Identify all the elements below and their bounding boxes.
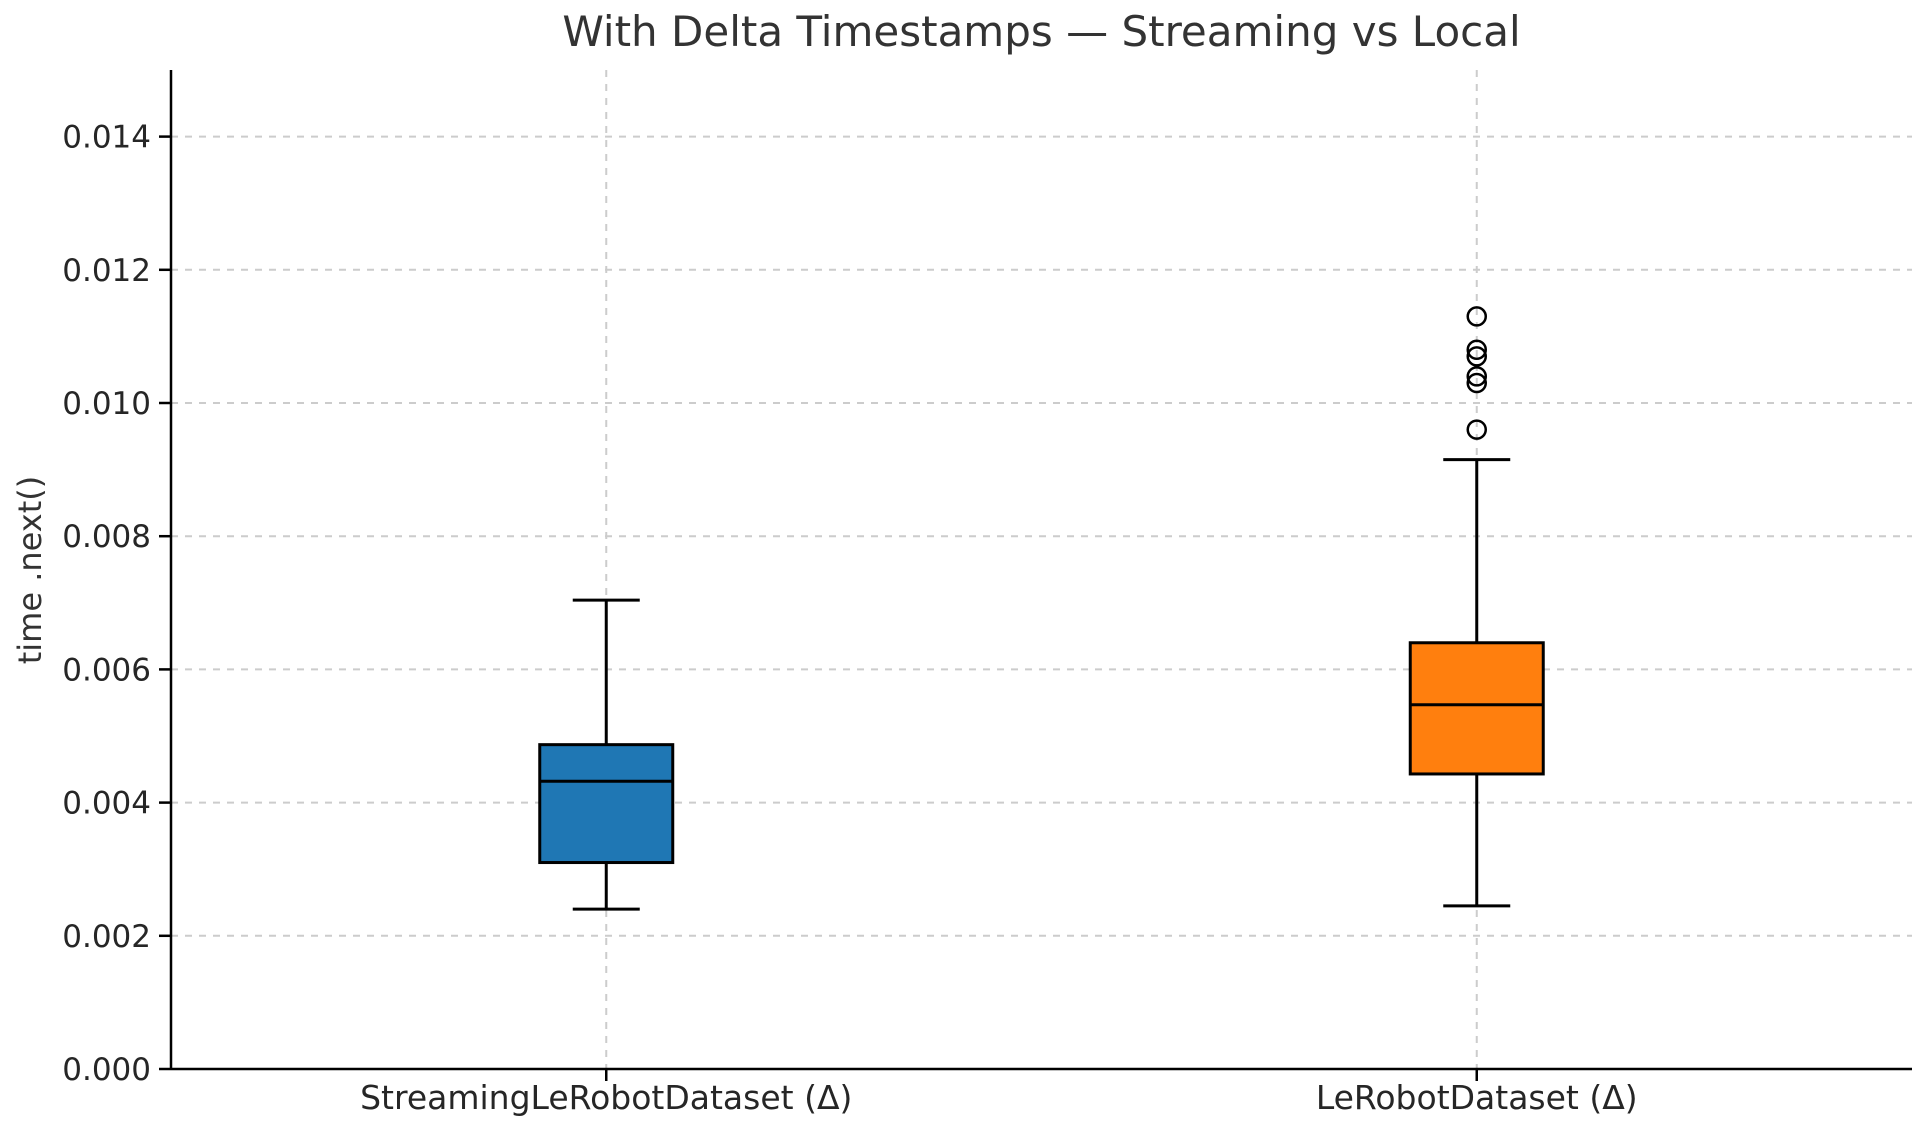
outlier-point (1466, 372, 1487, 394)
outlier-point (1466, 339, 1487, 360)
box-streaming-dataset (538, 743, 675, 865)
outlier-point (1466, 366, 1487, 387)
chart-title: With Delta Timestamps — Streaming vs Loc… (562, 7, 1521, 56)
y-tick-label: 0.014 (62, 120, 151, 156)
x-tick-label: LeRobotDataset (Δ) (1316, 1078, 1638, 1117)
y-tick-label: 0.002 (62, 919, 151, 955)
y-tick-label: 0.000 (62, 1052, 151, 1088)
outlier-point (1466, 346, 1487, 367)
y-tick-label: 0.012 (62, 253, 151, 289)
outlier-point (1466, 306, 1487, 327)
box-local-dataset (1408, 641, 1545, 776)
y-tick-label: 0.006 (62, 652, 151, 688)
y-tick-label: 0.004 (62, 786, 151, 822)
y-tick-label: 0.008 (62, 519, 151, 555)
y-tick-label: 0.010 (62, 386, 151, 422)
outlier-point (1466, 419, 1487, 440)
x-tick-label: StreamingLeRobotDataset (Δ) (360, 1078, 852, 1117)
